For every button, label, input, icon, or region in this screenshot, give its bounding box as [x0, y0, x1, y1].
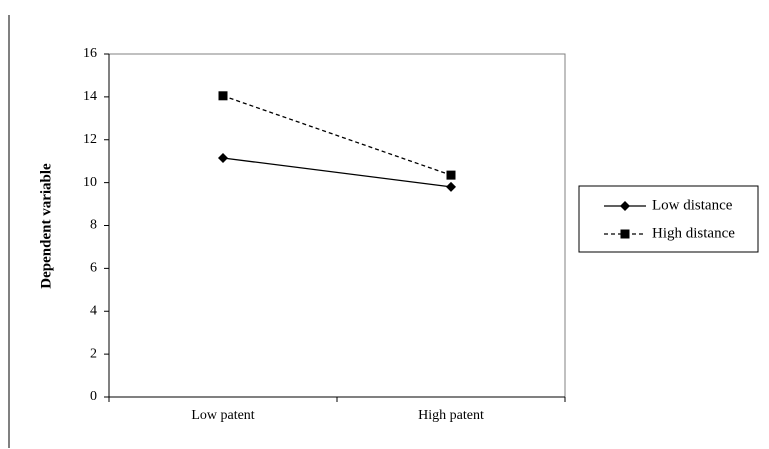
data-point-marker: [446, 170, 456, 180]
y-axis-title: Dependent variable: [38, 163, 54, 289]
y-tick-label: 12: [83, 132, 97, 147]
series-line: [222, 157, 452, 188]
series-line: [222, 95, 452, 176]
plot-area: [108, 53, 566, 398]
legend-marker: [620, 201, 630, 211]
y-ticks: 0 2 4 6 8 10 12 14 16: [83, 46, 109, 404]
legend-box: [578, 185, 759, 253]
y-tick-label: 4: [90, 303, 97, 318]
data-point-marker: [218, 91, 228, 101]
y-tick-label: 0: [90, 389, 97, 404]
x-tick-label: High patent: [418, 408, 484, 423]
data-point-marker: [218, 152, 228, 163]
y-tick-label: 2: [90, 346, 97, 361]
legend: Low distance High distance: [578, 185, 759, 253]
legend-item: High distance: [604, 225, 735, 241]
series-high-distance: [218, 91, 456, 180]
legend-label: High distance: [652, 225, 735, 241]
x-ticks: Low patent High patent: [108, 397, 566, 423]
y-tick-label: 10: [83, 175, 97, 190]
y-tick-label: 8: [90, 218, 97, 233]
x-tick-label: Low patent: [191, 408, 254, 423]
series-group: [218, 91, 456, 192]
series-low-distance: [218, 152, 456, 192]
data-point-marker: [446, 181, 456, 192]
legend-items: Low distance High distance: [604, 197, 735, 241]
y-tick-label: 14: [83, 89, 97, 104]
legend-marker: [620, 229, 630, 239]
legend-label: Low distance: [652, 197, 733, 213]
y-tick-label: 6: [90, 261, 97, 276]
y-tick-label: 16: [83, 46, 97, 61]
legend-item: Low distance: [604, 197, 733, 213]
